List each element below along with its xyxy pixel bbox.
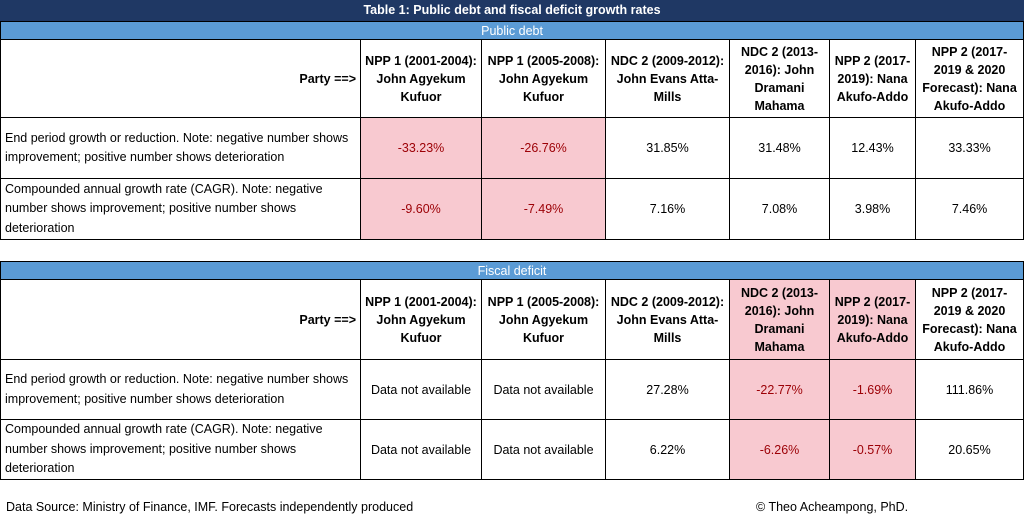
column-header: NPP 2 (2017-2019): Nana Akufo-Addo — [829, 39, 916, 118]
data-source-note: Data Source: Ministry of Finance, IMF. F… — [6, 500, 414, 514]
value-cell: 20.65% — [914, 419, 1024, 480]
row-label: Compounded annual growth rate (CAGR). No… — [0, 419, 361, 480]
row-label: End period growth or reduction. Note: ne… — [0, 117, 361, 179]
column-header: NPP 2 (2017-2019 & 2020 Forecast): Nana … — [914, 279, 1024, 360]
row-label: Compounded annual growth rate (CAGR). No… — [0, 178, 361, 240]
value-cell: 7.16% — [605, 178, 730, 240]
value-cell: -1.69% — [829, 359, 916, 420]
section-title-public-debt: Public debt — [0, 21, 1024, 40]
column-header: NPP 1 (2005-2008): John Agyekum Kufuor — [481, 279, 606, 360]
value-cell: 12.43% — [829, 117, 916, 179]
section-title-fiscal-deficit: Fiscal deficit — [0, 261, 1024, 280]
value-cell: Data not available — [481, 359, 606, 420]
value-cell: -22.77% — [729, 359, 830, 420]
value-cell: 27.28% — [605, 359, 730, 420]
copyright-credit: © Theo Acheampong, PhD. — [756, 500, 909, 514]
column-header: NPP 2 (2017-2019 & 2020 Forecast): Nana … — [914, 39, 1024, 118]
value-cell: Data not available — [360, 359, 482, 420]
value-cell: -26.76% — [481, 117, 606, 179]
party-label: Party ==> — [0, 279, 361, 360]
fiscal-deficit-table: Fiscal deficit Party ==> NPP 1 (2001-200… — [0, 261, 1024, 480]
column-header: NPP 1 (2001-2004): John Agyekum Kufuor — [360, 39, 482, 118]
column-header: NDC 2 (2013-2016): John Dramani Mahama — [729, 279, 830, 360]
value-cell: -7.49% — [481, 178, 606, 240]
public-debt-table: Public debt Party ==> NPP 1 (2001-2004):… — [0, 21, 1024, 240]
column-header: NDC 2 (2013-2016): John Dramani Mahama — [729, 39, 830, 118]
column-header: NPP 1 (2001-2004): John Agyekum Kufuor — [360, 279, 482, 360]
value-cell: -0.57% — [829, 419, 916, 480]
column-header: NPP 1 (2005-2008): John Agyekum Kufuor — [481, 39, 606, 118]
table-row: Compounded annual growth rate (CAGR). No… — [0, 178, 1024, 240]
value-cell: Data not available — [481, 419, 606, 480]
value-cell: 31.48% — [729, 117, 830, 179]
table-title: Table 1: Public debt and fiscal deficit … — [0, 0, 1024, 21]
value-cell: 7.46% — [914, 178, 1024, 240]
value-cell: 7.08% — [729, 178, 830, 240]
value-cell: -6.26% — [729, 419, 830, 480]
column-header: NDC 2 (2009-2012): John Evans Atta-Mills — [605, 279, 730, 360]
party-label: Party ==> — [0, 39, 361, 118]
table-row: End period growth or reduction. Note: ne… — [0, 117, 1024, 179]
value-cell: 33.33% — [914, 117, 1024, 179]
value-cell: -33.23% — [360, 117, 482, 179]
table-row: Compounded annual growth rate (CAGR). No… — [0, 419, 1024, 480]
value-cell: 31.85% — [605, 117, 730, 179]
value-cell: 6.22% — [605, 419, 730, 480]
column-header: NPP 2 (2017-2019): Nana Akufo-Addo — [829, 279, 916, 360]
table-row: End period growth or reduction. Note: ne… — [0, 359, 1024, 420]
value-cell: 111.86% — [914, 359, 1024, 420]
value-cell: 3.98% — [829, 178, 916, 240]
row-label: End period growth or reduction. Note: ne… — [0, 359, 361, 420]
column-header: NDC 2 (2009-2012): John Evans Atta-Mills — [605, 39, 730, 118]
value-cell: -9.60% — [360, 178, 482, 240]
value-cell: Data not available — [360, 419, 482, 480]
